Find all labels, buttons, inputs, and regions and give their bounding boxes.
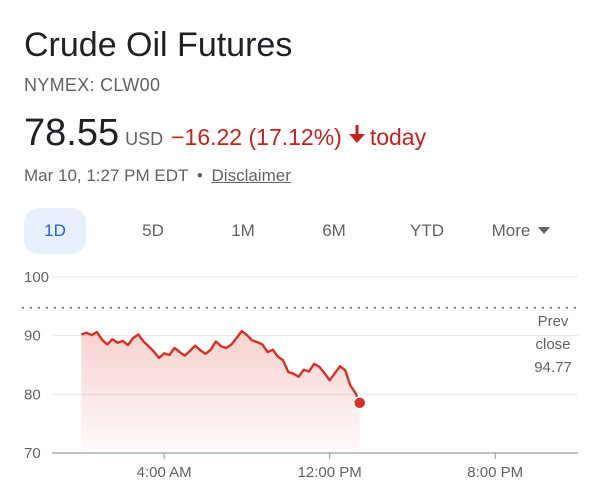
currency-label: USD bbox=[125, 129, 164, 149]
arrow-down-icon bbox=[348, 123, 366, 145]
quote-timestamp: Mar 10, 1:27 PM EDT bbox=[24, 166, 189, 185]
prev-close-value: 94.77 bbox=[534, 359, 572, 376]
change-period: today bbox=[369, 124, 427, 150]
tab-5d[interactable]: 5D bbox=[122, 208, 184, 254]
price-change: −16.22 (17.12%) bbox=[171, 124, 342, 150]
tab-more[interactable]: More bbox=[476, 208, 566, 254]
current-price: 78.55 bbox=[24, 112, 120, 154]
prev-close-label-line1: Prev bbox=[538, 313, 569, 330]
price-line bbox=[81, 329, 361, 404]
tab-label: 6M bbox=[322, 221, 346, 240]
y-tick-label: 80 bbox=[24, 386, 41, 403]
tab-label: YTD bbox=[410, 221, 444, 240]
prev-close-label-line2: close bbox=[535, 336, 570, 353]
tab-ytd[interactable]: YTD bbox=[396, 208, 458, 254]
caret-down-icon bbox=[538, 227, 551, 235]
tab-label: 5D bbox=[142, 221, 164, 240]
tab-label: 1D bbox=[44, 221, 66, 240]
quote-meta: Mar 10, 1:27 PM EDT • Disclaimer bbox=[24, 166, 291, 186]
y-tick-label: 90 bbox=[24, 328, 41, 345]
disclaimer-link[interactable]: Disclaimer bbox=[211, 166, 291, 185]
x-tick-label: 8:00 PM bbox=[467, 464, 523, 481]
y-tick-label: 70 bbox=[24, 445, 41, 462]
price-area bbox=[81, 331, 360, 453]
exchange-symbol: NYMEX: CLW00 bbox=[24, 75, 161, 95]
instrument-title: Crude Oil Futures bbox=[24, 26, 293, 64]
range-tabs: 1D 5D 1M 6M YTD More bbox=[24, 208, 584, 254]
tab-1m[interactable]: 1M bbox=[212, 208, 274, 254]
x-tick-label: 12:00 PM bbox=[298, 464, 362, 481]
x-axis-ticks: 4:00 AM 12:00 PM 8:00 PM bbox=[137, 453, 523, 481]
tab-label: More bbox=[491, 221, 531, 240]
tab-1d[interactable]: 1D bbox=[24, 208, 86, 254]
x-tick-label: 4:00 AM bbox=[137, 464, 192, 481]
y-tick-label: 100 bbox=[24, 269, 49, 286]
tab-label: 1M bbox=[231, 221, 255, 240]
price-chart[interactable]: 100 90 80 70 Prev close 94.77 4:00 AM 12:00 … bbox=[0, 262, 601, 500]
price-row: 78.55 USD −16.22 (17.12%) today bbox=[24, 112, 426, 156]
last-price-marker bbox=[352, 396, 367, 410]
y-axis-labels: 100 90 80 70 bbox=[24, 269, 49, 462]
tab-6m[interactable]: 6M bbox=[303, 208, 365, 254]
meta-separator: • bbox=[196, 166, 203, 185]
